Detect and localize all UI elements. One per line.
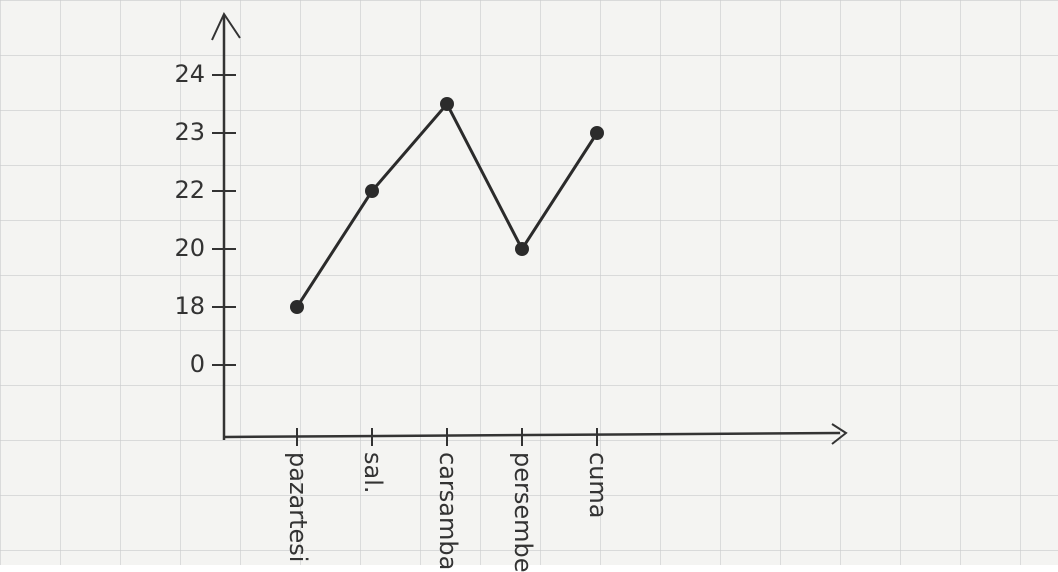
- x-tick-label: persembe: [509, 452, 537, 572]
- x-tick-label: pazartesi: [284, 452, 312, 562]
- point: [515, 242, 529, 256]
- point: [365, 184, 379, 198]
- y-tick-label: 18: [174, 292, 205, 320]
- y-tick-label: 20: [174, 234, 205, 262]
- chart: 0 18 20 22 23 24 pazartesi sal. carsamba persembe…: [0, 0, 1058, 572]
- x-tick-label: cuma: [584, 452, 612, 519]
- point: [440, 97, 454, 111]
- y-tick-label: 24: [174, 60, 205, 88]
- point: [290, 300, 304, 314]
- point: [590, 126, 604, 140]
- y-tick-label: 0: [190, 350, 205, 378]
- x-tick-label: carsamba: [434, 452, 462, 570]
- y-tick-label: 23: [174, 118, 205, 146]
- x-tick-label: sal.: [359, 452, 387, 494]
- y-tick-label: 22: [174, 176, 205, 204]
